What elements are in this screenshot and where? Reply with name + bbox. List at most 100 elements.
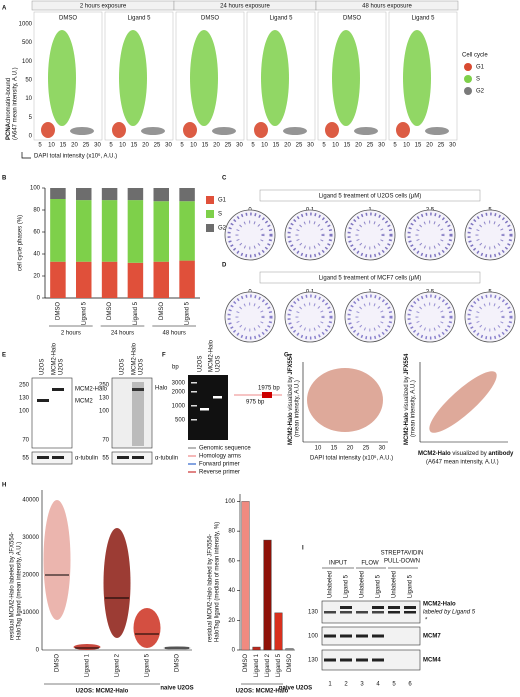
label: 250 [99, 383, 110, 389]
label: Ligand 5 treatment of U2OS cells (μM) [319, 194, 422, 200]
colonies [347, 212, 393, 258]
label: MCM2-Halo visualized by JFX554 [288, 353, 294, 445]
x-tick-label: Ligand 5 [185, 301, 191, 325]
colonies [295, 302, 325, 332]
y-tick-label: 10000 [22, 610, 39, 616]
band [117, 456, 129, 459]
colonies [287, 294, 333, 340]
legend-swatch [464, 75, 472, 83]
x-tick-label: DMSO [287, 654, 293, 672]
label-part: visualized by [451, 451, 489, 457]
label-part: antibody [488, 451, 514, 457]
x-tick-label: DMSO [159, 302, 165, 320]
x-tick-label: 20 [347, 446, 354, 452]
cloud-s [403, 30, 431, 126]
band [37, 399, 49, 402]
x-tick-label: 5 [393, 143, 397, 149]
label-part: PCNA [6, 122, 12, 140]
label: 1000 [172, 404, 186, 410]
label: naive U2OS [160, 686, 193, 692]
x-tick-label: 10 [119, 143, 126, 149]
label: U2OS: MCM2-Halo [76, 689, 129, 695]
cloud-g2 [70, 127, 94, 135]
label: HaloTag ligand (median of mean intensity… [215, 522, 221, 642]
plot-area [33, 11, 103, 141]
cloud-s [48, 30, 76, 126]
bar-segment [153, 261, 169, 298]
bar-segment [179, 201, 195, 261]
plate [224, 209, 276, 261]
x-tick-label: 15 [202, 143, 209, 149]
panel-letter: G [284, 353, 289, 359]
label: U2OS [120, 359, 126, 375]
bar-segment [101, 188, 118, 201]
label: MCM2-Halo [75, 387, 108, 393]
bar-segment [127, 188, 144, 201]
x-tick-label: 5 [322, 143, 326, 149]
label: Reverse primer [199, 470, 240, 476]
label: 3000 [172, 381, 186, 387]
x-tick-label: Ligand 5 [133, 301, 139, 325]
band [213, 396, 222, 399]
label: (A647 mean intensity, A.U.) [13, 67, 19, 140]
band [356, 658, 368, 662]
label: labeled by Ligand 5 [423, 610, 476, 616]
label: U2OS [139, 359, 145, 375]
cloud-s [190, 30, 218, 126]
y-tick-label: 20 [33, 274, 40, 280]
band [388, 606, 400, 609]
band [372, 606, 384, 609]
y-tick-label: 500 [22, 40, 33, 46]
label: α-tubulin [155, 456, 178, 462]
x-tick-label: 15 [415, 143, 422, 149]
label-part: visualized by [404, 375, 410, 413]
legend-label: S [218, 212, 222, 218]
band [340, 634, 352, 638]
x-tick-label: Ligand 5 [145, 653, 151, 677]
colonies [227, 212, 273, 258]
band [52, 388, 64, 391]
cloud-g1 [112, 122, 126, 138]
label: Ligand 5 treatment of MCF7 cells (μM) [319, 276, 422, 282]
plate [344, 291, 396, 343]
bar-segment [153, 188, 169, 202]
x-tick-label: DMSO [55, 302, 61, 320]
label: DAPI total intensity (x10⁶, A.U.) [34, 153, 117, 160]
label-part: MCM2-Halo [418, 451, 451, 457]
insert [262, 392, 272, 398]
bar-segment [76, 200, 92, 262]
y-tick-label: 100 [22, 59, 33, 65]
x-tick-label: 20 [426, 143, 433, 149]
x-tick-label: 15 [60, 143, 67, 149]
label: Unlabeled [360, 571, 366, 598]
x-tick-label: Ligand 1 [85, 653, 91, 677]
band [388, 611, 400, 614]
x-tick-label: 10 [261, 143, 268, 149]
colonies [235, 220, 265, 250]
label: 100 [308, 634, 319, 640]
bar [263, 539, 272, 651]
label: 24 hours exposure [220, 4, 270, 10]
bar-segment [179, 260, 195, 298]
label: Ligand 5 [411, 16, 435, 22]
panel-letter: B [2, 176, 7, 182]
x-tick-label: DMSO [175, 654, 181, 672]
label: 2000 [172, 390, 186, 396]
x-tick-label: 25 [438, 143, 445, 149]
bar-segment [50, 261, 66, 298]
x-tick-label: Ligand 2 [265, 653, 271, 677]
bar-segment [127, 200, 144, 263]
label: 2 hours [61, 331, 81, 337]
cloud-g1 [396, 122, 410, 138]
band [340, 606, 352, 609]
x-tick-label: 15 [131, 143, 138, 149]
ladder-band [191, 405, 197, 407]
x-tick-label: 30 [165, 143, 172, 149]
cloud-g1 [41, 122, 55, 138]
colonies [295, 220, 325, 250]
plot-area [317, 11, 387, 141]
label: Forward primer [199, 462, 240, 468]
label: α-tubulin [75, 456, 98, 462]
blot [321, 626, 421, 646]
cloud [307, 368, 383, 432]
